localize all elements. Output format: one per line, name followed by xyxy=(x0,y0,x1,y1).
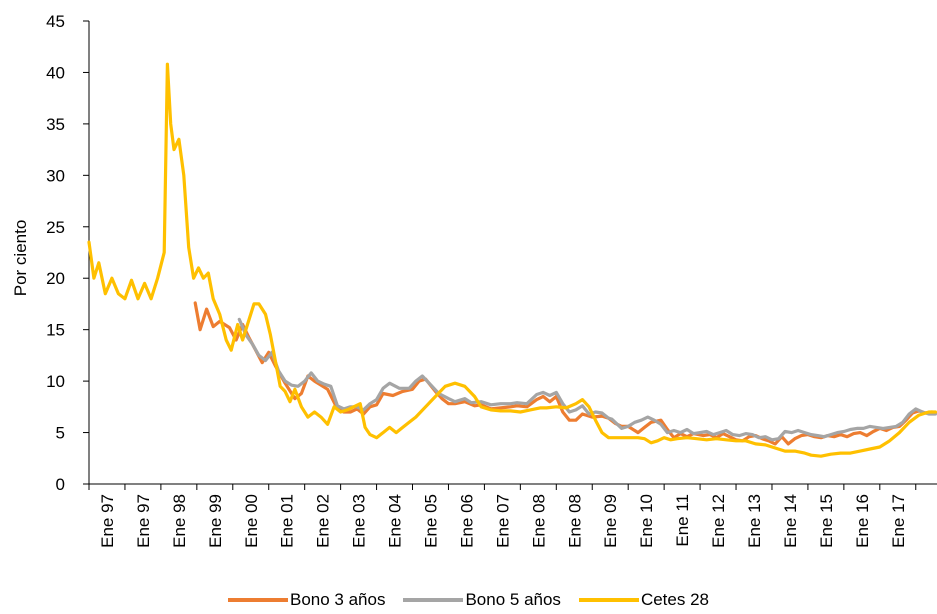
y-tick-label: 35 xyxy=(46,115,65,134)
y-tick-label: 10 xyxy=(46,372,65,391)
x-axis: Ene 97 Ene 97 Ene 98 Ene 99 Ene 00 Ene 01 Ene … xyxy=(88,483,937,548)
x-tick-label: Ene 12 xyxy=(709,494,728,548)
y-tick-label: 5 xyxy=(56,424,65,443)
series-line-2 xyxy=(87,62,937,458)
legend-label-bono-3: Bono 3 años xyxy=(290,590,386,609)
x-tick-label: Ene 04 xyxy=(386,494,405,548)
x-tick-label: Ene 17 xyxy=(889,494,908,548)
legend-item-cetes-28: Cetes 28 xyxy=(578,590,709,610)
x-tick-label: Ene 11 xyxy=(673,494,692,547)
x-tick-label: Ene 97 xyxy=(98,494,117,548)
legend-swatch-bono-3 xyxy=(228,598,288,602)
y-axis: 0 5 10 15 20 25 30 35 40 45 xyxy=(46,12,90,494)
y-tick-label: 40 xyxy=(46,63,65,82)
y-tick-label: 25 xyxy=(46,218,65,237)
legend-label-cetes-28: Cetes 28 xyxy=(640,590,709,609)
x-tick-label: Ene 05 xyxy=(421,494,440,548)
x-tick-label: Ene 08 xyxy=(565,494,584,548)
x-tick-label: Ene 13 xyxy=(745,494,764,548)
x-tick-label: Ene 06 xyxy=(457,494,476,548)
x-tick-label: Ene 15 xyxy=(817,494,836,548)
x-tick-label: Ene 07 xyxy=(493,494,512,548)
x-tick-label: Ene 09 xyxy=(601,494,620,548)
x-tick-label: Ene 03 xyxy=(350,494,369,548)
legend-label-bono-5: Bono 5 años xyxy=(465,590,561,609)
x-tick-label: Ene 08 xyxy=(529,494,548,548)
x-tick-label: Ene 01 xyxy=(278,494,297,548)
x-tick-label: Ene 02 xyxy=(314,494,333,548)
y-tick-label: 15 xyxy=(46,321,65,340)
y-tick-label: 30 xyxy=(46,166,65,185)
y-tick-label: 20 xyxy=(46,269,65,288)
legend-swatch-bono-5 xyxy=(403,598,464,602)
x-tick-label: Ene 97 xyxy=(134,494,153,548)
x-tick-label: Ene 14 xyxy=(781,494,800,548)
x-tick-label: Ene 10 xyxy=(637,494,656,548)
y-axis-title: Por ciento xyxy=(11,220,30,297)
x-tick-label: Ene 98 xyxy=(170,494,189,548)
x-tick-label: Ene 00 xyxy=(242,494,261,548)
legend: Bono 3 años Bono 5 años Cetes 28 xyxy=(0,586,937,614)
series-line-0 xyxy=(193,301,937,446)
legend-swatch-cetes-28 xyxy=(578,598,639,602)
series-line-1 xyxy=(237,317,937,442)
legend-item-bono-5: Bono 5 años xyxy=(403,590,561,610)
x-tick-label: Ene 16 xyxy=(853,494,872,548)
legend-item-bono-3: Bono 3 años xyxy=(228,590,385,610)
series-layer xyxy=(87,62,937,458)
y-tick-label: 45 xyxy=(46,12,65,31)
x-tick-label: Ene 99 xyxy=(206,494,225,548)
y-tick-label: 0 xyxy=(56,475,65,494)
